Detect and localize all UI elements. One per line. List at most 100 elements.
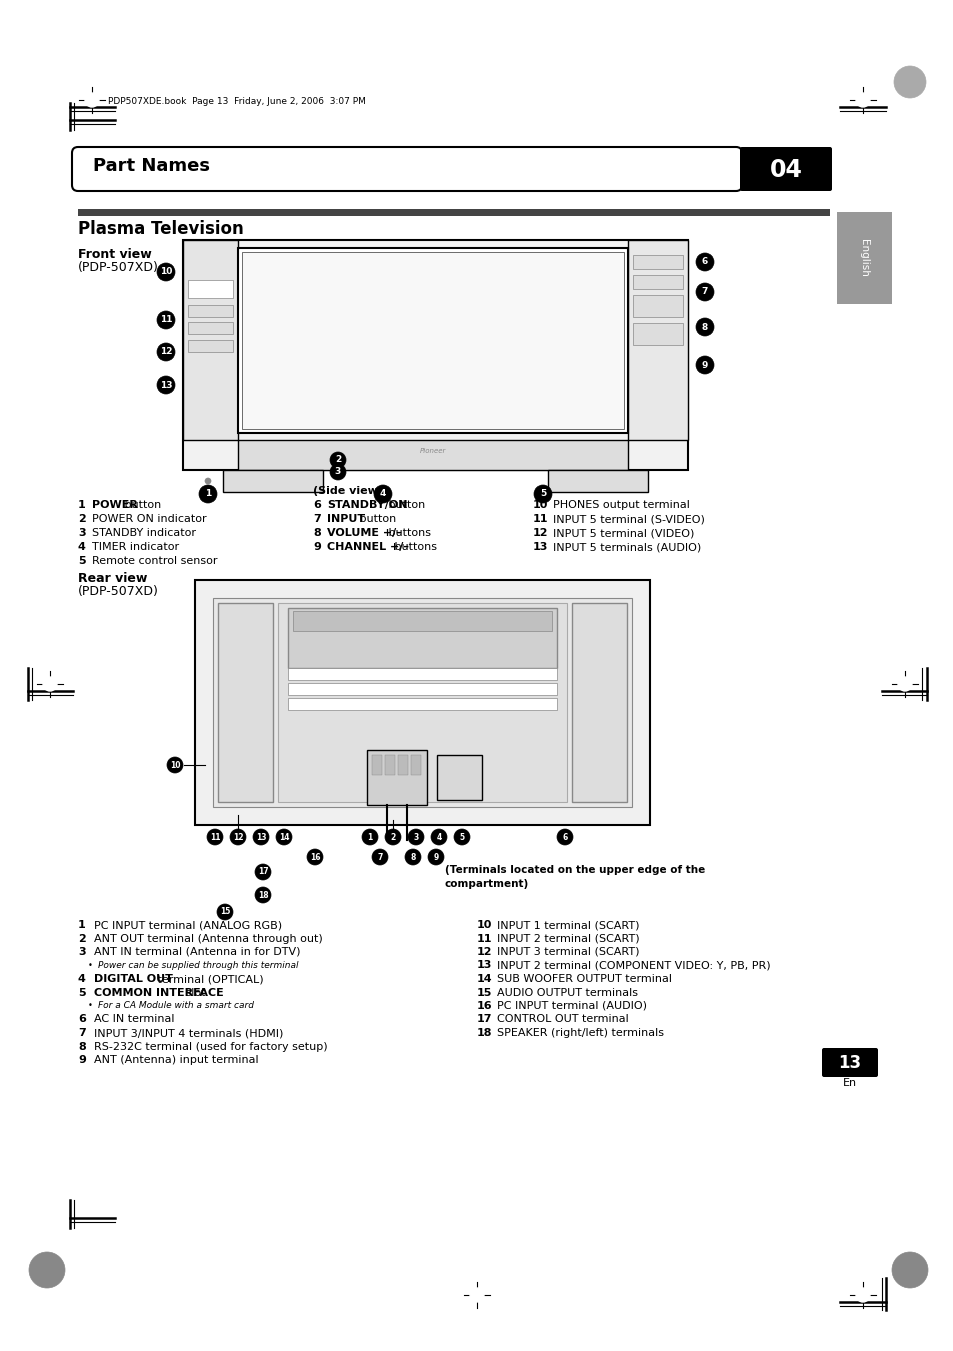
Text: 12: 12 bbox=[233, 832, 243, 842]
Text: 17: 17 bbox=[257, 867, 268, 877]
Text: 1: 1 bbox=[205, 489, 211, 499]
Text: button: button bbox=[385, 500, 425, 509]
Circle shape bbox=[254, 865, 271, 880]
Text: 12: 12 bbox=[533, 528, 548, 538]
Text: En: En bbox=[842, 1078, 856, 1088]
Circle shape bbox=[253, 830, 269, 844]
Text: 4: 4 bbox=[436, 832, 441, 842]
Text: 15: 15 bbox=[476, 988, 492, 997]
Text: 10: 10 bbox=[533, 500, 548, 509]
Text: 2: 2 bbox=[78, 934, 86, 943]
Text: 9: 9 bbox=[701, 361, 707, 370]
Bar bbox=[188, 340, 233, 353]
Circle shape bbox=[330, 463, 346, 480]
Text: (PDP-507XD): (PDP-507XD) bbox=[78, 585, 159, 598]
Text: 11: 11 bbox=[476, 934, 492, 943]
Bar bbox=[385, 755, 395, 775]
Text: 13: 13 bbox=[159, 381, 172, 389]
Text: 5: 5 bbox=[539, 489, 545, 499]
Text: INPUT 1 terminal (SCART): INPUT 1 terminal (SCART) bbox=[497, 920, 639, 929]
Text: INPUT 2 terminal (SCART): INPUT 2 terminal (SCART) bbox=[497, 934, 639, 943]
Text: 8: 8 bbox=[78, 1042, 86, 1051]
Text: 5: 5 bbox=[78, 557, 86, 566]
Text: Part Names: Part Names bbox=[92, 157, 210, 176]
Text: INPUT 5 terminal (VIDEO): INPUT 5 terminal (VIDEO) bbox=[553, 528, 694, 538]
Bar bbox=[397, 755, 408, 775]
Text: 10: 10 bbox=[160, 267, 172, 277]
Bar bbox=[633, 255, 682, 269]
Text: 7: 7 bbox=[701, 288, 707, 296]
Text: 1: 1 bbox=[78, 920, 86, 929]
Text: 13: 13 bbox=[476, 961, 492, 970]
Text: 12: 12 bbox=[159, 347, 172, 357]
Bar bbox=[288, 684, 557, 694]
Text: 2: 2 bbox=[78, 513, 86, 524]
FancyBboxPatch shape bbox=[740, 147, 831, 190]
Text: For a CA Module with a smart card: For a CA Module with a smart card bbox=[98, 1001, 253, 1011]
Text: STANDBY/ON: STANDBY/ON bbox=[327, 500, 407, 509]
Text: INPUT 5 terminals (AUDIO): INPUT 5 terminals (AUDIO) bbox=[553, 542, 700, 553]
Text: Remote control sensor: Remote control sensor bbox=[91, 557, 217, 566]
Circle shape bbox=[428, 848, 443, 865]
Bar bbox=[213, 598, 631, 807]
Text: English: English bbox=[858, 239, 868, 277]
Text: 4: 4 bbox=[78, 974, 86, 984]
Text: 3: 3 bbox=[413, 832, 418, 842]
Text: 8: 8 bbox=[410, 852, 416, 862]
Text: ANT (Antenna) input terminal: ANT (Antenna) input terminal bbox=[94, 1055, 258, 1065]
Circle shape bbox=[470, 1288, 483, 1302]
Bar bbox=[223, 470, 323, 492]
Text: 6: 6 bbox=[701, 258, 707, 266]
Circle shape bbox=[696, 253, 713, 272]
Text: 3: 3 bbox=[335, 467, 341, 477]
Bar bbox=[288, 608, 557, 667]
Text: 14: 14 bbox=[278, 832, 289, 842]
Text: PHONES output terminal: PHONES output terminal bbox=[553, 500, 689, 509]
Text: 18: 18 bbox=[257, 890, 268, 900]
Circle shape bbox=[893, 66, 925, 99]
Text: 11: 11 bbox=[533, 513, 548, 524]
Circle shape bbox=[696, 282, 713, 301]
Text: •: • bbox=[88, 1001, 92, 1011]
Circle shape bbox=[157, 376, 174, 394]
Text: 04: 04 bbox=[769, 158, 801, 182]
Bar bbox=[293, 611, 552, 631]
Text: Power can be supplied through this terminal: Power can be supplied through this termi… bbox=[98, 961, 298, 970]
Text: button: button bbox=[121, 500, 161, 509]
Text: Front view: Front view bbox=[78, 249, 152, 261]
Bar bbox=[237, 440, 627, 470]
Bar bbox=[372, 755, 381, 775]
Bar bbox=[572, 603, 626, 802]
Text: COMMON INTERFACE: COMMON INTERFACE bbox=[94, 988, 224, 997]
Text: 13: 13 bbox=[533, 542, 548, 553]
Circle shape bbox=[275, 830, 292, 844]
Text: 6: 6 bbox=[313, 500, 320, 509]
Text: 14: 14 bbox=[476, 974, 492, 984]
Circle shape bbox=[557, 830, 573, 844]
Circle shape bbox=[29, 1252, 65, 1288]
Bar bbox=[194, 580, 649, 825]
Text: buttons: buttons bbox=[391, 542, 436, 553]
Bar bbox=[183, 240, 237, 440]
Text: 9: 9 bbox=[313, 542, 320, 553]
Circle shape bbox=[157, 311, 174, 330]
Text: 16: 16 bbox=[310, 852, 320, 862]
Circle shape bbox=[385, 830, 400, 844]
Bar bbox=[633, 323, 682, 345]
Text: 1: 1 bbox=[78, 500, 86, 509]
Circle shape bbox=[374, 485, 392, 503]
Text: •: • bbox=[88, 961, 92, 970]
Text: 9: 9 bbox=[433, 852, 438, 862]
Text: 7: 7 bbox=[313, 513, 320, 524]
Text: AC IN terminal: AC IN terminal bbox=[94, 1015, 174, 1024]
Text: (PDP-507XD): (PDP-507XD) bbox=[78, 261, 159, 274]
Text: 1: 1 bbox=[367, 832, 373, 842]
Bar bbox=[633, 276, 682, 289]
Bar bbox=[242, 253, 623, 430]
Text: 16: 16 bbox=[476, 1001, 492, 1011]
Circle shape bbox=[454, 830, 470, 844]
Text: 4: 4 bbox=[379, 489, 386, 499]
Text: slot: slot bbox=[182, 988, 205, 997]
Text: INPUT 3 terminal (SCART): INPUT 3 terminal (SCART) bbox=[497, 947, 639, 957]
Bar bbox=[547, 470, 647, 492]
